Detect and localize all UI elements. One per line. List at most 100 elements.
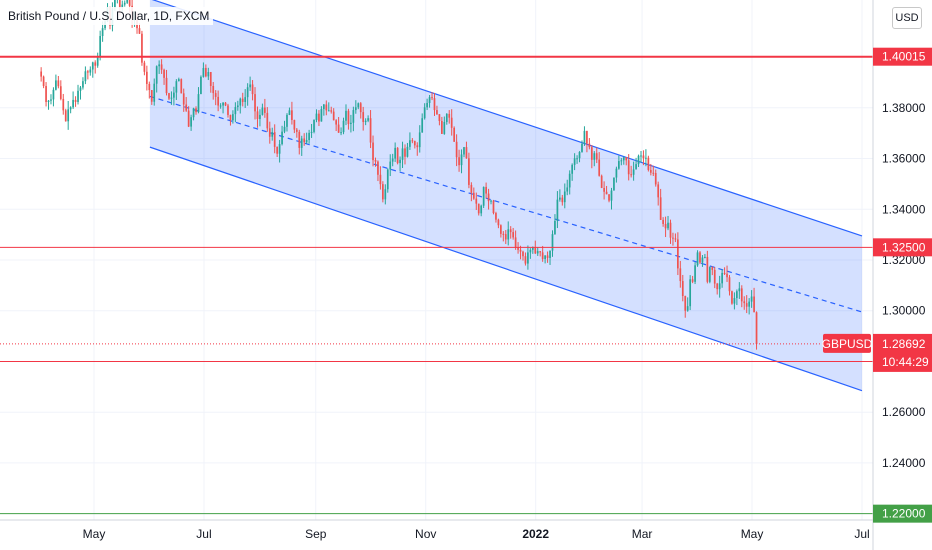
candle-body <box>325 104 328 111</box>
candle-body <box>158 64 161 67</box>
candle <box>251 80 254 101</box>
candle-body <box>362 112 365 123</box>
candle <box>716 282 719 295</box>
candle-body <box>50 99 52 101</box>
candle <box>310 123 313 138</box>
candle-body <box>175 81 178 93</box>
candle-body <box>485 186 487 194</box>
candle-body <box>554 220 556 235</box>
candle <box>701 255 704 267</box>
candle-body <box>364 120 367 123</box>
candle-body <box>74 99 77 102</box>
candle <box>126 0 129 4</box>
candle <box>490 199 492 205</box>
currency-button[interactable]: USD <box>892 7 922 29</box>
candle-body <box>195 108 197 113</box>
candle-body <box>298 131 301 148</box>
candle <box>610 187 613 210</box>
candle <box>706 250 709 284</box>
candle <box>738 282 741 299</box>
candle-body <box>180 79 183 94</box>
candle-body <box>239 98 242 106</box>
candle-body <box>642 155 645 159</box>
candle <box>686 297 689 312</box>
candle <box>364 118 367 126</box>
candle-body <box>519 249 522 252</box>
candle-body <box>313 119 315 132</box>
candle <box>84 66 87 85</box>
candle-body <box>696 252 699 266</box>
candle <box>259 109 261 127</box>
candle <box>298 129 301 155</box>
candle-body <box>300 138 303 148</box>
candle <box>507 221 510 246</box>
candle-body <box>271 132 274 137</box>
candle-body <box>453 127 456 142</box>
candle-body <box>475 198 478 204</box>
candle <box>330 106 333 114</box>
candle-body <box>421 118 424 133</box>
candle-body <box>445 113 448 123</box>
candle <box>155 65 158 93</box>
candle <box>512 227 515 240</box>
candle-body <box>657 184 660 198</box>
candle <box>667 215 669 231</box>
candle <box>394 142 397 162</box>
candle <box>522 250 524 261</box>
candle <box>554 214 556 235</box>
candle <box>261 103 264 116</box>
candle-body <box>411 140 414 142</box>
candle <box>232 110 234 124</box>
x-tick-label: Nov <box>415 527 436 541</box>
candle-body <box>441 120 443 134</box>
candle <box>441 116 443 134</box>
candle <box>246 83 249 106</box>
candle <box>202 62 205 78</box>
candle-body <box>94 62 97 66</box>
candle-body <box>438 114 441 121</box>
candle <box>713 266 716 289</box>
candle <box>559 189 561 202</box>
candle <box>622 156 625 165</box>
y-tick-label: 1.30000 <box>882 304 926 318</box>
candle-body <box>128 0 131 6</box>
candle-body <box>549 250 551 258</box>
candle-body <box>266 112 269 129</box>
candle <box>399 156 401 172</box>
candle <box>47 100 50 110</box>
candle <box>740 285 743 308</box>
candle <box>300 135 303 156</box>
level-tag-label: 1.32500 <box>882 240 926 254</box>
candle <box>748 298 751 315</box>
candle <box>736 289 738 306</box>
candle-body <box>330 110 333 112</box>
candle <box>357 102 360 110</box>
candle-body <box>495 213 497 220</box>
candle-body <box>145 71 148 84</box>
candle <box>546 251 549 263</box>
candle-body <box>622 157 625 161</box>
candle-body <box>531 247 534 250</box>
candle <box>74 96 77 107</box>
candle-body <box>207 72 210 77</box>
candle-body <box>384 189 387 200</box>
candle <box>273 124 276 154</box>
candle <box>244 89 247 108</box>
candle-body <box>197 94 200 113</box>
candle-body <box>305 140 308 143</box>
candle <box>684 295 687 318</box>
candle-body <box>428 97 431 103</box>
candle <box>268 121 271 144</box>
candle <box>286 113 288 132</box>
candle <box>659 188 662 220</box>
candle-body <box>143 62 146 72</box>
candle-body <box>224 102 227 106</box>
candle-body <box>123 2 126 5</box>
candle <box>318 110 320 127</box>
candle-body <box>477 203 480 214</box>
candle <box>374 157 377 167</box>
candle <box>733 292 736 310</box>
candle-body <box>337 124 340 133</box>
